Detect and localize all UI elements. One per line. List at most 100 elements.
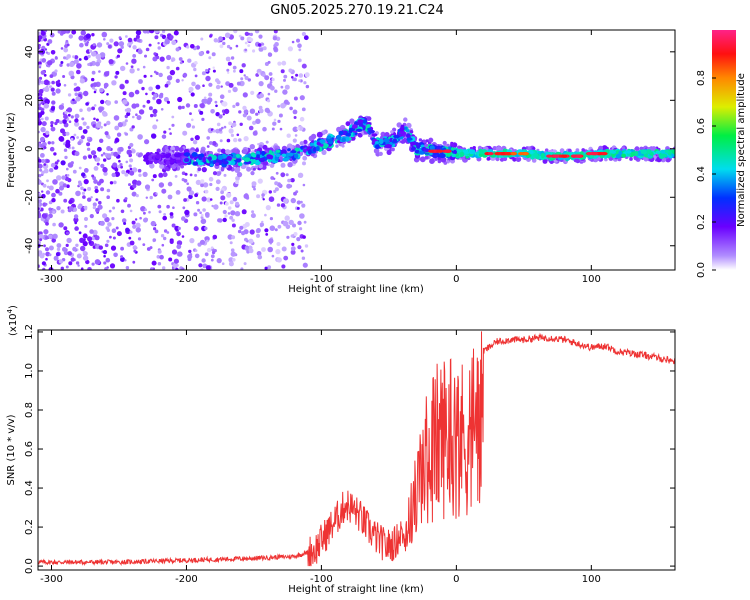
noise-point — [280, 102, 286, 109]
noise-point — [244, 246, 249, 251]
noise-point — [120, 209, 125, 214]
noise-point — [100, 187, 105, 192]
noise-point — [152, 108, 158, 114]
noise-point — [43, 79, 50, 86]
noise-point — [138, 79, 143, 84]
noise-point — [217, 218, 222, 223]
noise-point — [169, 212, 174, 216]
noise-point — [152, 96, 156, 100]
noise-point — [249, 229, 255, 235]
noise-point — [137, 49, 143, 55]
noise-point — [65, 142, 71, 148]
noise-point — [113, 115, 120, 121]
noise-point — [71, 30, 77, 35]
ridge-halo-point — [434, 157, 438, 161]
noise-point — [135, 34, 140, 39]
noise-point — [199, 239, 206, 245]
noise-point — [189, 238, 195, 244]
ridge-point — [315, 145, 320, 152]
noise-point — [175, 47, 180, 52]
noise-point — [79, 42, 84, 48]
noise-point — [291, 242, 295, 246]
noise-point — [90, 150, 97, 156]
noise-point — [120, 255, 124, 259]
noise-point — [227, 71, 230, 75]
ridge-point — [258, 157, 266, 163]
noise-point — [174, 225, 180, 231]
noise-point — [217, 148, 222, 153]
noise-point — [208, 141, 213, 145]
ridge-halo-point — [429, 158, 435, 164]
ridge-halo-point — [174, 145, 180, 152]
noise-point — [205, 75, 211, 82]
noise-point — [62, 183, 67, 188]
noise-point — [273, 177, 276, 180]
ridge-point — [237, 162, 243, 167]
noise-point — [104, 131, 109, 136]
noise-point — [82, 241, 88, 247]
noise-point — [292, 109, 298, 115]
noise-point — [141, 86, 145, 91]
noise-point — [59, 185, 64, 191]
noise-point — [240, 267, 244, 270]
noise-point — [52, 210, 55, 214]
noise-point — [157, 204, 162, 209]
ridge-point — [243, 157, 251, 162]
noise-point — [178, 57, 183, 61]
ridge-point — [202, 156, 207, 162]
noise-point — [161, 243, 165, 247]
noise-point — [243, 262, 247, 266]
noise-point — [125, 266, 130, 270]
noise-point — [208, 176, 214, 182]
snr-series-line — [38, 331, 675, 567]
noise-point — [271, 254, 275, 258]
ridge-point — [672, 149, 675, 155]
noise-point — [191, 81, 196, 87]
noise-point — [100, 99, 105, 105]
noise-point — [109, 235, 112, 239]
noise-point — [229, 46, 233, 50]
noise-point — [275, 171, 279, 175]
noise-point — [109, 181, 114, 185]
noise-point — [136, 38, 141, 43]
noise-point — [94, 185, 98, 190]
noise-point — [256, 233, 260, 238]
noise-point — [106, 42, 110, 46]
noise-point — [194, 74, 198, 78]
noise-point — [67, 93, 72, 97]
noise-point — [85, 102, 89, 106]
noise-point — [163, 236, 167, 241]
noise-point — [257, 254, 263, 260]
ridge-halo-point — [567, 148, 572, 153]
noise-point — [38, 159, 42, 163]
noise-point — [186, 45, 190, 49]
noise-point — [148, 210, 151, 214]
ridge-point — [251, 153, 257, 158]
noise-point — [94, 188, 99, 194]
ridge-halo-point — [581, 148, 585, 152]
noise-point — [171, 59, 174, 62]
noise-point — [133, 249, 137, 253]
noise-point — [298, 79, 301, 82]
snr-x-label: Height of straight line (km) — [288, 584, 424, 595]
ridge-point — [640, 149, 648, 155]
noise-point — [171, 249, 178, 255]
noise-point — [206, 145, 210, 148]
noise-point — [60, 47, 64, 50]
noise-point — [125, 160, 129, 164]
noise-point — [208, 68, 211, 71]
noise-point — [40, 38, 44, 42]
ridge-halo-point — [378, 151, 383, 156]
noise-point — [146, 99, 151, 104]
noise-point — [137, 134, 143, 140]
noise-point — [51, 100, 56, 105]
noise-point — [39, 253, 45, 259]
noise-point — [298, 125, 304, 131]
noise-point — [197, 208, 201, 212]
noise-point — [74, 92, 79, 97]
ridge-point — [451, 153, 456, 158]
noise-point — [243, 193, 249, 199]
noise-point — [99, 52, 106, 58]
noise-point — [78, 93, 82, 98]
noise-point — [132, 54, 137, 58]
